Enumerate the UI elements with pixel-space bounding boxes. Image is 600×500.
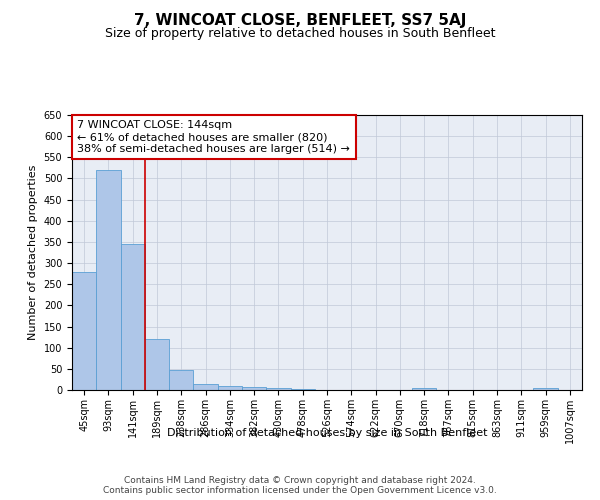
Bar: [533, 388, 558, 390]
Bar: [96, 170, 121, 390]
Text: 7, WINCOAT CLOSE, BENFLEET, SS7 5AJ: 7, WINCOAT CLOSE, BENFLEET, SS7 5AJ: [134, 12, 466, 28]
Bar: [169, 370, 193, 390]
Bar: [121, 244, 145, 390]
Bar: [242, 386, 266, 390]
Bar: [193, 384, 218, 390]
Bar: [290, 388, 315, 390]
Bar: [266, 388, 290, 390]
Text: Contains HM Land Registry data © Crown copyright and database right 2024.
Contai: Contains HM Land Registry data © Crown c…: [103, 476, 497, 495]
Text: Size of property relative to detached houses in South Benfleet: Size of property relative to detached ho…: [105, 28, 495, 40]
Text: 7 WINCOAT CLOSE: 144sqm
← 61% of detached houses are smaller (820)
38% of semi-d: 7 WINCOAT CLOSE: 144sqm ← 61% of detache…: [77, 120, 350, 154]
Bar: [412, 388, 436, 390]
Bar: [145, 339, 169, 390]
Text: Distribution of detached houses by size in South Benfleet: Distribution of detached houses by size …: [167, 428, 487, 438]
Y-axis label: Number of detached properties: Number of detached properties: [28, 165, 38, 340]
Bar: [218, 386, 242, 390]
Bar: [72, 272, 96, 390]
